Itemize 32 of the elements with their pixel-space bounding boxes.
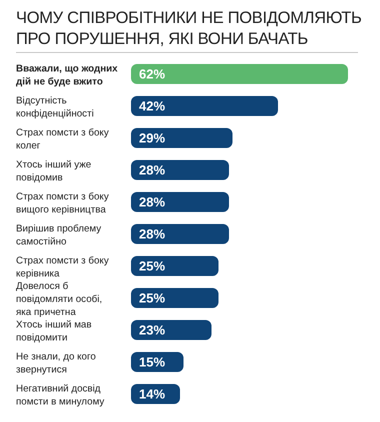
y-tick-label: Страх помсти з боку колег <box>16 128 109 152</box>
data-label: 42% <box>139 98 166 114</box>
bar <box>131 160 229 180</box>
data-label: 14% <box>139 386 166 402</box>
y-tick-label: Негативний досвід помсти в минулому <box>16 384 104 408</box>
y-tick-label: Страх помсти з боку керівника <box>16 256 109 280</box>
data-label: 23% <box>139 322 166 338</box>
bar <box>131 256 218 276</box>
bar <box>131 64 348 84</box>
data-label: 28% <box>139 194 166 210</box>
y-tick-label: Хтось інший уже повідомив <box>16 160 92 184</box>
y-tick-label: Вирішив проблему самостійно <box>16 224 102 248</box>
data-label: 15% <box>139 354 166 370</box>
data-label: 28% <box>139 162 166 178</box>
y-tick-label: Хтось інший мав повідомити <box>16 320 92 344</box>
data-label: 62% <box>139 66 166 82</box>
y-tick-label: Довелося б повідомляти особі, яка причетна <box>16 281 102 318</box>
bar <box>131 320 212 340</box>
chart-title: ЧОМУ СПІВРОБІТНИКИ НЕ ПОВІДОМЛЯЮТЬ ПРО ПОРУШЕННЯ, ЯКІ ВОНИ БАЧАТЬ <box>16 8 363 50</box>
y-tick-label: Не знали, до кого звернутися <box>16 352 96 376</box>
y-tick-label: Страх помсти з боку вищого керівництва <box>16 192 109 216</box>
data-label: 29% <box>139 130 166 146</box>
bar <box>131 96 278 116</box>
y-tick-label: Вважали, що жодних дій не буде вжито <box>16 64 118 88</box>
bar <box>131 288 218 308</box>
bar <box>131 192 229 212</box>
bar <box>131 128 232 148</box>
data-label: 25% <box>139 258 166 274</box>
data-label: 28% <box>139 226 166 242</box>
data-label: 25% <box>139 290 166 306</box>
y-tick-label: Відсутність конфіденційності <box>16 96 94 120</box>
bar <box>131 224 229 244</box>
